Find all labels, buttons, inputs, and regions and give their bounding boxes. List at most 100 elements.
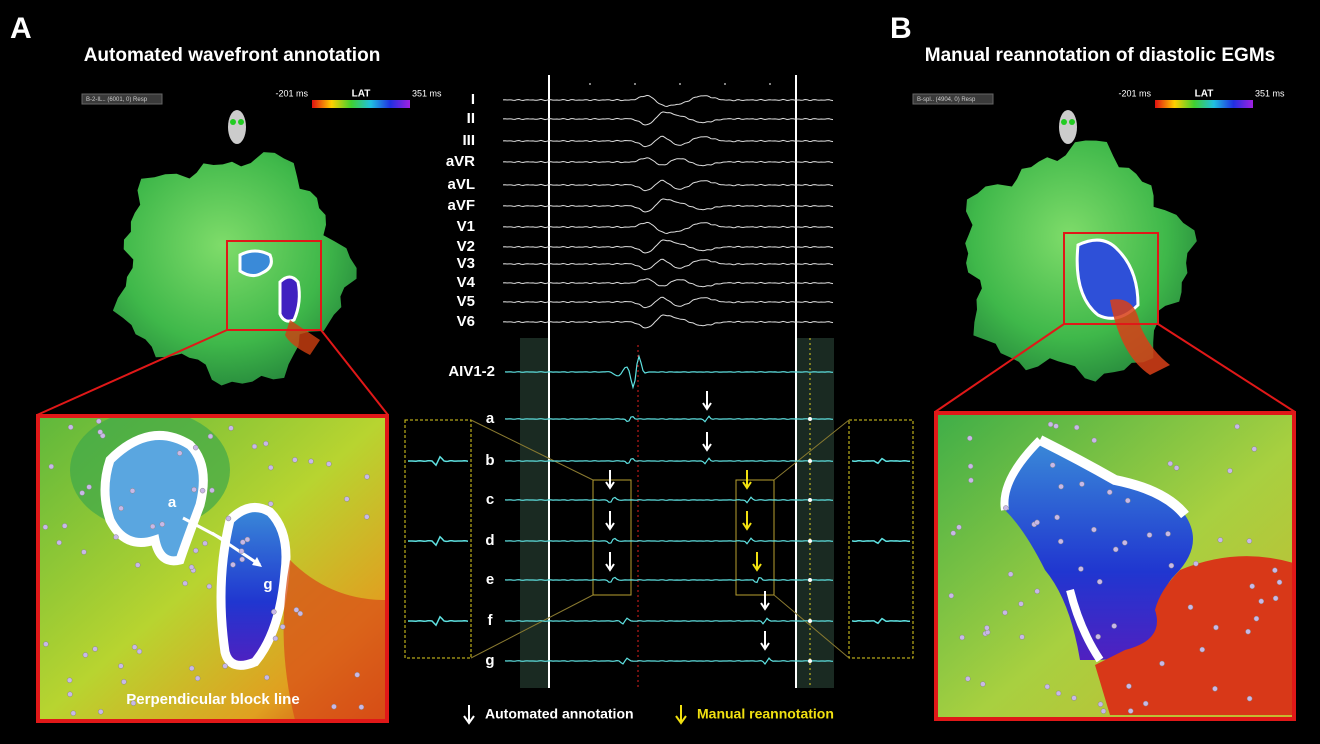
point [1079,482,1084,487]
point [177,451,182,456]
colorbar-min: -201 ms [275,88,308,98]
point [967,436,972,441]
zoom-caption: Perpendicular block line [126,691,299,708]
ecg-trace [503,112,833,125]
point [1056,691,1061,696]
marker [808,539,812,543]
panel-letter: B [890,12,912,45]
point [119,506,124,511]
point [960,635,965,640]
figure: A Automated wavefront annotation B-2-IL.… [0,0,1320,739]
lead-label: V4 [457,274,476,291]
point [1227,468,1232,473]
point [292,457,297,462]
marker [808,659,812,663]
lead-label: c [486,491,494,508]
egm-trace [505,538,833,544]
point [271,609,276,614]
legend-label: Manual reannotation [697,706,834,722]
lead-label: d [485,532,494,549]
point [1097,579,1102,584]
ecg-trace [503,259,833,269]
point [81,550,86,555]
point [193,548,198,553]
point [240,540,245,545]
point [1126,684,1131,689]
lead-label: III [462,132,475,149]
lead-label: V5 [457,293,475,310]
ecg-trace [503,315,833,328]
lead-label: aVF [447,197,475,214]
time-tick [634,83,636,85]
point [298,611,303,616]
point [130,488,135,493]
egm-trace [505,458,833,464]
lead-label: II [467,110,475,127]
point [1008,572,1013,577]
point [96,419,101,424]
point [67,678,72,683]
egm-trace [505,497,833,503]
point [240,557,245,562]
point [1218,537,1223,542]
point [273,636,278,641]
marker [808,498,812,502]
point [1045,684,1050,689]
point [150,524,155,529]
point [1272,568,1277,573]
marker [808,619,812,623]
orientation-icon [228,110,246,144]
time-tick [724,83,726,85]
ecg-trace [503,95,833,106]
point [985,630,990,635]
point [965,676,970,681]
point [344,497,349,502]
panel-letter: A [10,12,32,45]
point [71,711,76,716]
point [1113,547,1118,552]
point [1122,540,1127,545]
point [1092,438,1097,443]
lead-label: V3 [457,255,475,272]
point [230,562,235,567]
point [1188,605,1193,610]
colorbar-max: 351 ms [1255,88,1285,98]
point [1277,580,1282,585]
point [113,535,118,540]
zoom-map [936,413,1300,719]
egm-inset [408,457,468,465]
point [1035,589,1040,594]
point [1098,702,1103,707]
point [1246,629,1251,634]
point [210,488,215,493]
point [192,487,197,492]
point [1050,463,1055,468]
point [951,531,956,536]
colorbar-name: LAT [352,89,371,100]
ecg-trace [503,222,833,233]
point [1160,661,1165,666]
colorbar-min: -201 ms [1118,88,1151,98]
point [364,474,369,479]
point [203,541,208,546]
zoom-label: a [168,494,177,511]
panel-title: Manual reannotation of diastolic EGMs [925,45,1275,66]
ecg-trace [503,158,833,166]
ecg-trace [503,180,833,190]
point [207,584,212,589]
point [1074,425,1079,430]
map-selector-text: B-spl.. (4904, 0) Resp [917,97,976,103]
point [62,523,67,528]
point [1128,709,1133,714]
ecg-trace [503,297,833,307]
point [189,666,194,671]
time-tick [769,83,771,85]
point [68,425,73,430]
point [195,676,200,681]
lead-label: AIV1-2 [448,363,495,380]
point [1169,563,1174,568]
ecg-trace [503,279,833,287]
point [1048,422,1053,427]
zoom-map [38,410,387,721]
point [1125,498,1130,503]
